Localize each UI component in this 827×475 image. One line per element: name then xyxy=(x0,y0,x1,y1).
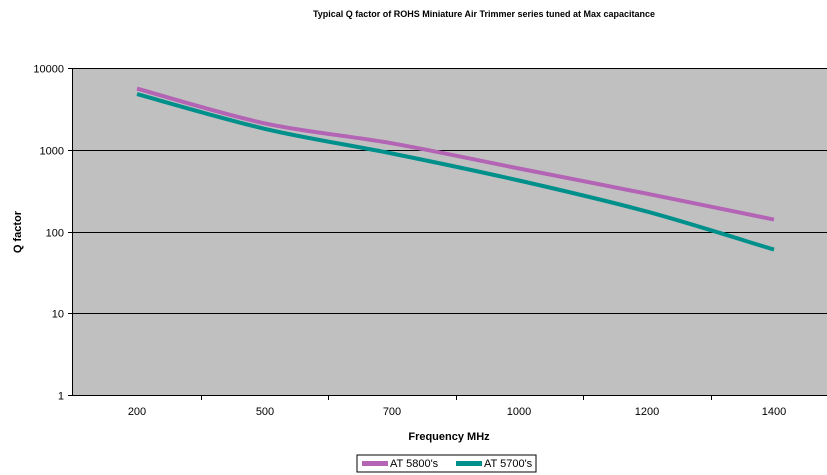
y-tick-label: 1 xyxy=(58,391,64,403)
y-tick-label: 1000 xyxy=(40,146,64,158)
legend-box xyxy=(356,454,537,473)
axes xyxy=(68,68,827,400)
y-tick-labels: 1 10 100 1000 10000 xyxy=(33,64,64,403)
series-line-at-5700 xyxy=(136,92,775,252)
x-tick-label: 200 xyxy=(128,406,146,418)
legend-label-at-5700: AT 5700's xyxy=(484,458,533,470)
y-axis-label: Q factor xyxy=(12,210,24,253)
y-tick-label: 10 xyxy=(52,309,64,321)
plot-background xyxy=(72,68,827,395)
x-tick-label: 500 xyxy=(256,406,274,418)
x-tick-label: 1400 xyxy=(762,406,786,418)
legend-label-at-5800: AT 5800's xyxy=(390,458,439,470)
y-tick-label: 10000 xyxy=(33,64,64,76)
plot-area xyxy=(72,68,827,395)
series-line-at-5800 xyxy=(136,86,775,222)
gridlines xyxy=(72,68,827,314)
x-tick-label: 1200 xyxy=(635,406,659,418)
x-tick-labels: 200 500 700 1000 1200 1400 xyxy=(128,406,786,418)
x-tick-label: 700 xyxy=(383,406,401,418)
series-lines xyxy=(136,86,775,252)
chart-title: Typical Q factor of ROHS Miniature Air T… xyxy=(313,9,655,19)
x-axis-label: Frequency MHz xyxy=(408,431,490,443)
x-tick-label: 1000 xyxy=(507,406,531,418)
legend: AT 5800's AT 5700's xyxy=(356,454,537,473)
y-tick-label: 100 xyxy=(46,228,64,240)
